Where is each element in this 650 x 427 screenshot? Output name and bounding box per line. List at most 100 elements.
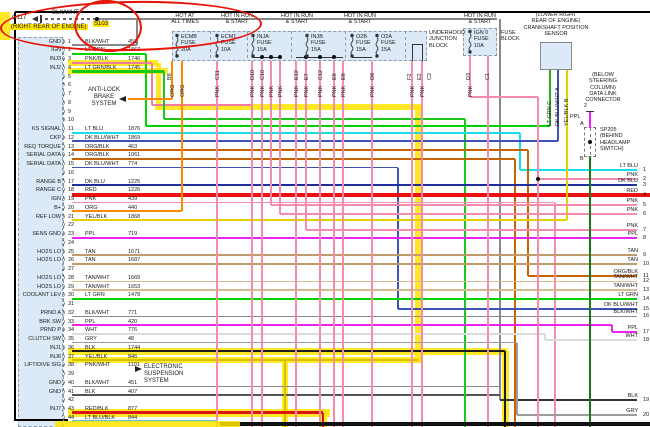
wire-color-label: LT GRN/BLK xyxy=(85,64,117,71)
wire-segment xyxy=(72,298,637,300)
pcm-pin-row: SENS GND) 23 PPL 719 xyxy=(20,231,650,238)
wire-segment xyxy=(554,202,556,427)
pcm-pin-row: INJ6) 37 YEL/BLK 846 xyxy=(20,354,650,361)
wire-segment xyxy=(0,12,10,40)
fuse-wire-color-label: PNK xyxy=(294,85,300,97)
pin-number: 21 xyxy=(68,213,75,220)
wire-segment xyxy=(72,44,137,46)
wire-color-label: TAN xyxy=(85,248,96,255)
circuit-number: 1687 xyxy=(128,257,141,264)
pin-function-label: GND xyxy=(48,38,61,45)
wire-segment xyxy=(398,308,637,310)
fuse-wire-color-label: ORG xyxy=(180,84,186,97)
right-pin-number: 15 xyxy=(643,306,650,312)
wire-segment xyxy=(545,339,637,341)
sensor-wire-color-label: LT GRN C xyxy=(547,100,553,126)
right-pin-color-label: TAN xyxy=(627,248,638,254)
pin-function-label: RANGE B xyxy=(36,178,61,185)
wire-segment-dashed xyxy=(290,31,292,61)
ground-wire-label: BLK/WHT xyxy=(52,10,79,16)
junction-block-label: UNDERHOOD JUNCTION BLOCK xyxy=(429,30,466,49)
circuit-number: 1101 xyxy=(128,362,140,369)
pin-function-label: GND xyxy=(48,388,61,395)
connector-bracket: ) xyxy=(63,266,65,272)
wire-segment xyxy=(371,61,373,427)
wire-color-label: PNK/BLK xyxy=(85,56,109,62)
wire-segment-dashed xyxy=(404,31,406,61)
pcm-pin-row: IGN) 2 LT GRN 1867 xyxy=(20,47,650,54)
power-feed-label: HOT IN RUN & START xyxy=(464,13,496,26)
circuit-number: 844 xyxy=(128,414,138,421)
pin-function-label: CLUTCH SW xyxy=(28,336,61,342)
connector-bracket: ) xyxy=(63,371,65,377)
pin-function-label: REF LOW xyxy=(35,213,61,220)
wire-segment xyxy=(72,289,637,291)
connector-bracket: ) xyxy=(63,283,65,290)
splice-term-b-label: B xyxy=(580,156,584,162)
pin-function-label: CKP xyxy=(49,134,61,141)
wire-segment-dashed xyxy=(63,40,64,427)
pin-number: 22 xyxy=(68,222,75,229)
pcm-pin-row: ) 31 xyxy=(20,301,650,308)
wire-segment xyxy=(463,119,467,427)
right-pin-number: 12 xyxy=(643,278,650,284)
pcm-pin-row: LIFT/DIVE SIG) 38 PNK/WHT 1101 xyxy=(20,362,650,369)
fuse-symbol-icon xyxy=(302,33,312,64)
wire-color-label: RED/BLK xyxy=(85,406,109,412)
fuse-symbol-icon xyxy=(465,29,475,60)
fuse-label: O2B FUSE 15A xyxy=(356,34,371,53)
wire-segment xyxy=(15,419,68,421)
pin-function-label: SENS GND xyxy=(32,231,61,237)
wire-segment xyxy=(415,107,421,362)
pin-function-label: SERIAL DATA xyxy=(26,152,61,159)
pin-number: 11 xyxy=(68,126,74,132)
pcm-pin-row: HO2S LO) 28 TAN/WHT 1669 xyxy=(20,275,650,282)
wire-segment xyxy=(15,11,650,13)
wire-color-label: YEL/BLK xyxy=(85,213,108,220)
wire-segment xyxy=(517,414,637,416)
wire-color-label: YEL/BLK xyxy=(85,353,108,360)
circuit-number: 1226 xyxy=(128,187,141,194)
dlc-pin-label: 2 xyxy=(584,103,588,109)
right-pin-number: 3 xyxy=(643,182,647,188)
pin-function-label: INJ1 xyxy=(49,344,61,351)
pin-number: 36 xyxy=(68,344,75,351)
connector-bracket: ) xyxy=(63,196,65,202)
circuit-number: 774 xyxy=(128,161,138,167)
junction-dot xyxy=(260,55,264,59)
wire-segment xyxy=(72,332,545,335)
wire-segment xyxy=(528,275,637,277)
circuit-number: 1868 xyxy=(128,213,141,220)
abs-arrow-icon xyxy=(119,95,126,102)
pcm-pin-row: COOLANT LEV) 30 LT GRN 1478 xyxy=(20,292,650,299)
wire-segment xyxy=(544,333,546,340)
data-link-connector-title: (BELOW STEERING COLUMN) DATA LINK CONNEC… xyxy=(585,72,621,104)
right-pin-number: 9 xyxy=(643,252,647,258)
wire-segment xyxy=(145,53,147,126)
pcm-pin-row: RANGE B) 17 DK BLU 1225 xyxy=(20,179,650,186)
pcm-pin-row: PRND A) 32 BLK/WHT 771 xyxy=(20,310,650,317)
connector-bracket: ) xyxy=(63,274,65,281)
wire-segment xyxy=(72,166,398,169)
pcm-pin-row: HO2S LO) 29 TAN/WHT 1653 xyxy=(20,284,650,291)
wire-segment xyxy=(72,70,164,73)
wire-segment xyxy=(557,70,559,142)
circuit-number: 1867 xyxy=(128,47,141,54)
pcm-pin-row: ) 27 xyxy=(20,266,650,273)
circuit-number: 1876 xyxy=(128,126,141,132)
pin-number: 28 xyxy=(68,274,75,281)
pin-function-label: REQ TORQUE xyxy=(24,143,61,150)
wire-color-label: TAN/WHT xyxy=(85,283,110,290)
fuse-label: INJA FUSE 15A xyxy=(257,34,272,53)
fuse-label: ECMB FUSE 20A xyxy=(181,34,197,53)
fuse-wire-color-label: PNK xyxy=(341,85,347,97)
wire-color-label: DK BLU/WHT xyxy=(85,134,119,141)
wire-segment xyxy=(216,61,218,427)
wire-segment-dashed xyxy=(344,31,346,61)
pin-number: 20 xyxy=(68,204,75,211)
pin-function-label: HO2S LO xyxy=(37,274,61,281)
circuit-number: 1869 xyxy=(128,134,141,141)
pcm-pin-row: GND) 41 BLK 407 xyxy=(20,389,650,396)
circuit-number: 1653 xyxy=(128,283,141,290)
wire-segment xyxy=(284,360,286,427)
